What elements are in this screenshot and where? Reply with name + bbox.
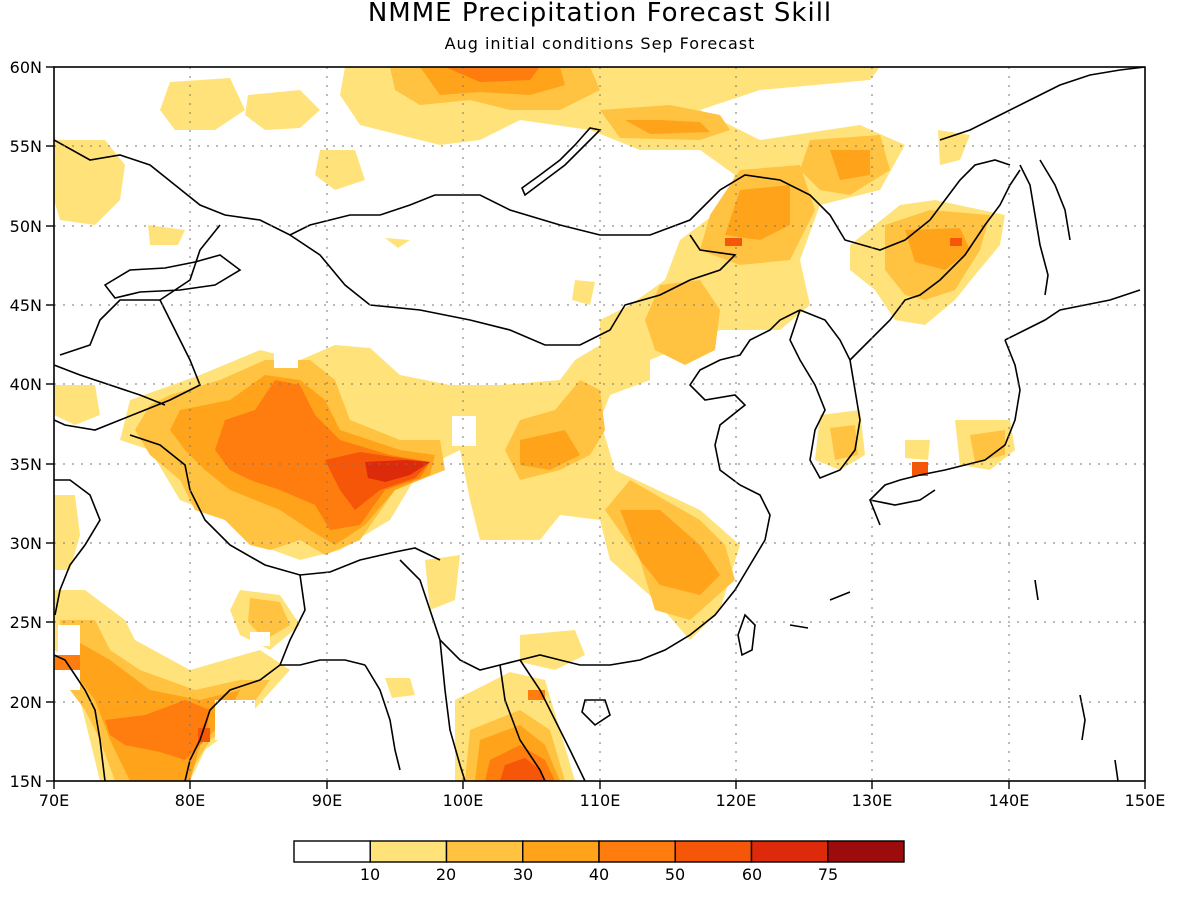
colorbar-swatch bbox=[750, 840, 829, 863]
lon-tick-label: 120E bbox=[716, 791, 757, 810]
coastline-borders bbox=[54, 67, 1145, 781]
map-subtitle: Aug initial conditions Sep Forecast bbox=[444, 34, 756, 53]
lat-tick-label: 15N bbox=[10, 772, 42, 791]
colorbar-label: 75 bbox=[818, 865, 838, 884]
lon-tick-label: 90E bbox=[312, 791, 342, 810]
colorbar: 10 20 30 40 50 60 75 bbox=[293, 840, 905, 884]
lat-tick-label: 50N bbox=[10, 217, 42, 236]
map-gridlines bbox=[54, 67, 1145, 781]
lon-tick-label: 130E bbox=[852, 791, 893, 810]
lat-tick-label: 55N bbox=[10, 137, 42, 156]
lon-tick-label: 80E bbox=[175, 791, 205, 810]
colorbar-swatch bbox=[369, 840, 448, 863]
colorbar-swatch bbox=[827, 840, 905, 863]
lon-tick-label: 110E bbox=[580, 791, 621, 810]
map-title: NMME Precipitation Forecast Skill bbox=[367, 0, 833, 28]
colorbar-swatch bbox=[598, 840, 676, 863]
lon-tick-label: 70E bbox=[39, 791, 69, 810]
colorbar-label: 10 bbox=[360, 865, 380, 884]
colorbar-label: 20 bbox=[436, 865, 456, 884]
lat-tick-label: 40N bbox=[10, 375, 42, 394]
colorbar-label: 30 bbox=[513, 865, 533, 884]
lon-tick-label: 150E bbox=[1125, 791, 1166, 810]
lon-tick-labels: 70E 80E 90E 100E 110E 120E 130E 140E 150… bbox=[39, 791, 1166, 810]
colorbar-swatch bbox=[445, 840, 524, 863]
colorbar-swatch bbox=[674, 840, 753, 863]
colorbar-label: 50 bbox=[665, 865, 685, 884]
lat-tick-label: 30N bbox=[10, 534, 42, 553]
colorbar-swatch bbox=[293, 840, 371, 863]
lat-tick-label: 20N bbox=[10, 693, 42, 712]
lat-tick-label: 60N bbox=[10, 58, 42, 77]
skill-shading bbox=[54, 67, 1015, 781]
lon-tick-label: 100E bbox=[443, 791, 484, 810]
lat-tick-label: 25N bbox=[10, 613, 42, 632]
lat-tick-labels: 15N 20N 25N 30N 35N 40N 45N 50N 55N 60N bbox=[10, 58, 42, 791]
lat-tick-label: 35N bbox=[10, 455, 42, 474]
lon-tick-label: 140E bbox=[989, 791, 1030, 810]
axis-ticks bbox=[46, 66, 1146, 789]
colorbar-label: 60 bbox=[742, 865, 762, 884]
lat-tick-label: 45N bbox=[10, 296, 42, 315]
colorbar-label: 40 bbox=[589, 865, 609, 884]
colorbar-swatch bbox=[522, 840, 600, 863]
